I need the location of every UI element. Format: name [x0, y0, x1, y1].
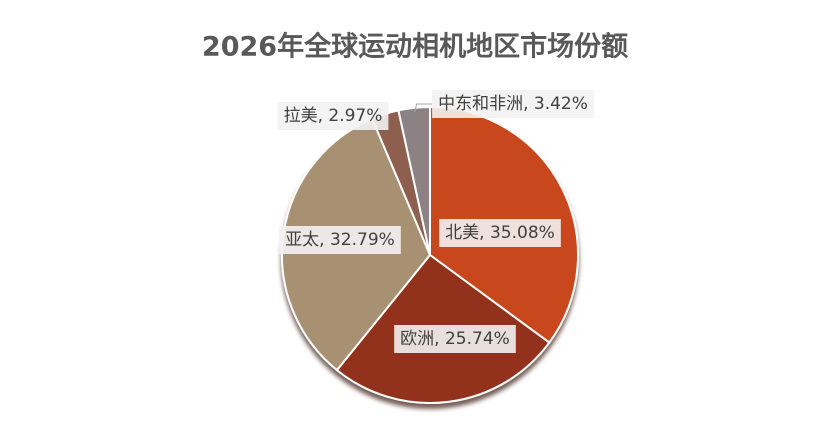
- label-bg: [439, 219, 561, 247]
- data-label: 拉美, 2.97%: [284, 106, 383, 126]
- labels: 北美, 35.08% 欧洲, 25.74% 亚太, 32.79% 拉美, 2.97% 中…: [277, 90, 594, 353]
- data-label: 亚太, 32.79%: [285, 230, 395, 250]
- chart-title: 2026年全球运动相机地区市场份额: [202, 31, 628, 63]
- data-label: 中东和非洲, 3.42%: [438, 94, 588, 114]
- data-label: 北美, 35.08%: [445, 223, 555, 243]
- pie-slice: [397, 105, 431, 256]
- label-bg: [279, 226, 401, 254]
- leader-line: [414, 103, 433, 113]
- pie: [281, 105, 579, 404]
- data-label: 欧洲, 25.74%: [400, 329, 510, 349]
- label-bg: [432, 90, 594, 118]
- label-bg: [394, 325, 516, 353]
- label-bg: [277, 102, 389, 130]
